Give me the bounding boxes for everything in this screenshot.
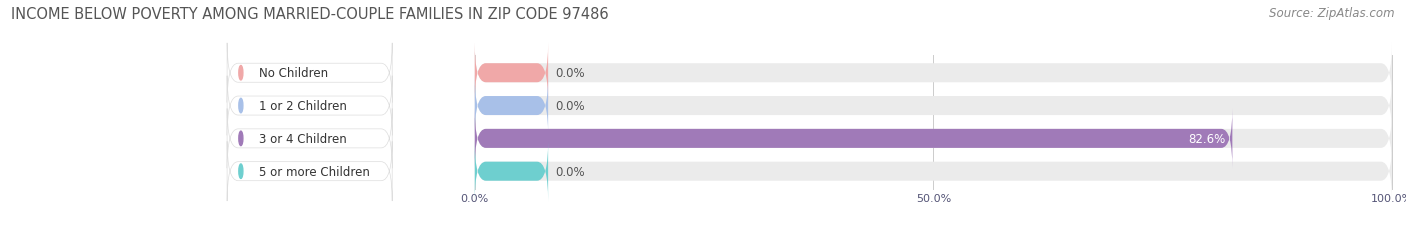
FancyBboxPatch shape — [475, 44, 1392, 103]
Circle shape — [239, 66, 243, 81]
FancyBboxPatch shape — [475, 76, 548, 136]
FancyBboxPatch shape — [228, 109, 392, 168]
Text: Source: ZipAtlas.com: Source: ZipAtlas.com — [1270, 7, 1395, 20]
FancyBboxPatch shape — [475, 142, 1392, 201]
FancyBboxPatch shape — [475, 142, 548, 201]
Text: 3 or 4 Children: 3 or 4 Children — [259, 132, 347, 145]
FancyBboxPatch shape — [475, 109, 1232, 168]
Text: 82.6%: 82.6% — [1188, 132, 1225, 145]
Text: INCOME BELOW POVERTY AMONG MARRIED-COUPLE FAMILIES IN ZIP CODE 97486: INCOME BELOW POVERTY AMONG MARRIED-COUPL… — [11, 7, 609, 22]
Text: 0.0%: 0.0% — [555, 100, 585, 112]
Circle shape — [239, 99, 243, 113]
FancyBboxPatch shape — [228, 142, 392, 201]
Text: 5 or more Children: 5 or more Children — [259, 165, 370, 178]
FancyBboxPatch shape — [228, 76, 392, 136]
Circle shape — [239, 132, 243, 146]
Text: 1 or 2 Children: 1 or 2 Children — [259, 100, 347, 112]
FancyBboxPatch shape — [475, 109, 1392, 168]
FancyBboxPatch shape — [475, 44, 548, 103]
Text: 0.0%: 0.0% — [555, 165, 585, 178]
Circle shape — [239, 164, 243, 179]
Text: 0.0%: 0.0% — [555, 67, 585, 80]
FancyBboxPatch shape — [228, 44, 392, 103]
FancyBboxPatch shape — [475, 76, 1392, 136]
Text: No Children: No Children — [259, 67, 329, 80]
